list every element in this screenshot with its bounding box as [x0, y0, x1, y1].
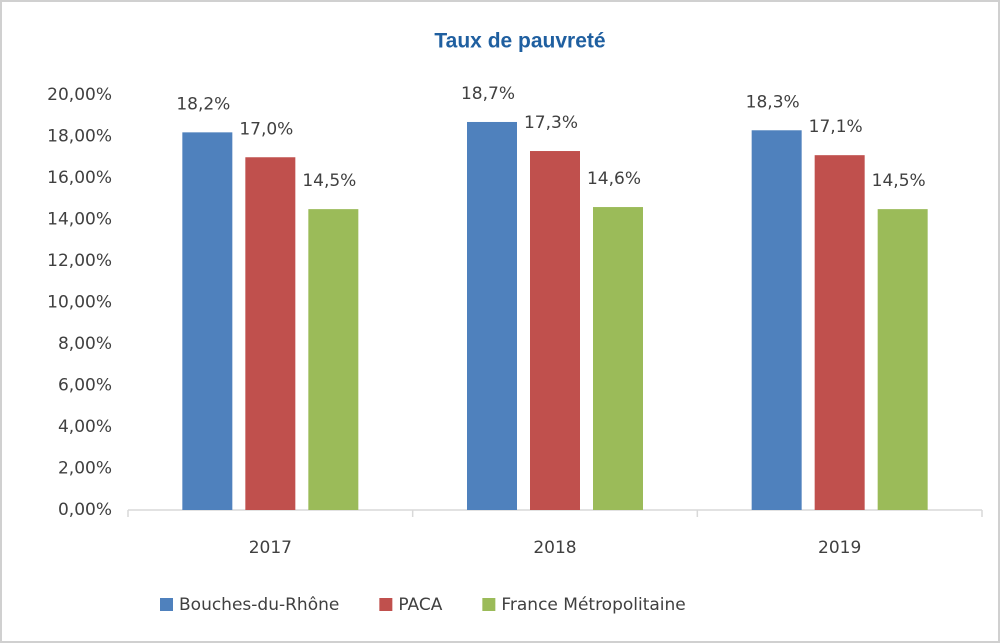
data-label: 17,0%	[239, 119, 293, 139]
bar	[814, 155, 865, 511]
legend-swatch	[482, 598, 496, 611]
y-tick-label: 16,00%	[47, 168, 112, 188]
y-tick-label: 4,00%	[58, 417, 112, 437]
legend-swatch	[160, 598, 173, 611]
chart-title: Taux de pauvreté	[434, 30, 605, 53]
data-label: 14,6%	[587, 169, 641, 189]
bar	[593, 207, 643, 511]
bar	[751, 130, 802, 510]
bar	[530, 151, 580, 510]
legend-label: PACA	[398, 595, 442, 615]
y-tick-label: 20,00%	[47, 85, 112, 105]
data-label: 18,3%	[746, 92, 800, 112]
y-tick-label: 6,00%	[58, 376, 112, 396]
y-tick-label: 14,00%	[47, 210, 112, 230]
bar	[182, 132, 233, 510]
x-tick-label: 2019	[818, 538, 861, 558]
x-tick-label: 2018	[533, 538, 576, 558]
data-label: 17,3%	[524, 113, 578, 133]
data-label: 17,1%	[809, 117, 863, 137]
y-tick-label: 12,00%	[47, 251, 112, 271]
y-tick-label: 8,00%	[58, 334, 112, 354]
y-tick-label: 2,00%	[58, 459, 112, 479]
legend-label: Bouches-du-Rhône	[179, 595, 339, 615]
x-tick-label: 2017	[249, 538, 292, 558]
data-label: 18,7%	[461, 84, 515, 104]
bar	[308, 209, 359, 510]
legend-label: France Métropolitaine	[501, 595, 685, 615]
bar	[467, 121, 517, 510]
data-label: 18,2%	[176, 94, 230, 114]
data-label: 14,5%	[302, 171, 356, 191]
legend-swatch	[379, 598, 393, 611]
y-tick-label: 0,00%	[58, 500, 112, 520]
data-label: 14,5%	[872, 171, 926, 191]
y-tick-label: 10,00%	[47, 293, 112, 313]
bar	[245, 157, 296, 510]
bar	[877, 209, 928, 510]
y-tick-label: 18,00%	[47, 127, 112, 147]
